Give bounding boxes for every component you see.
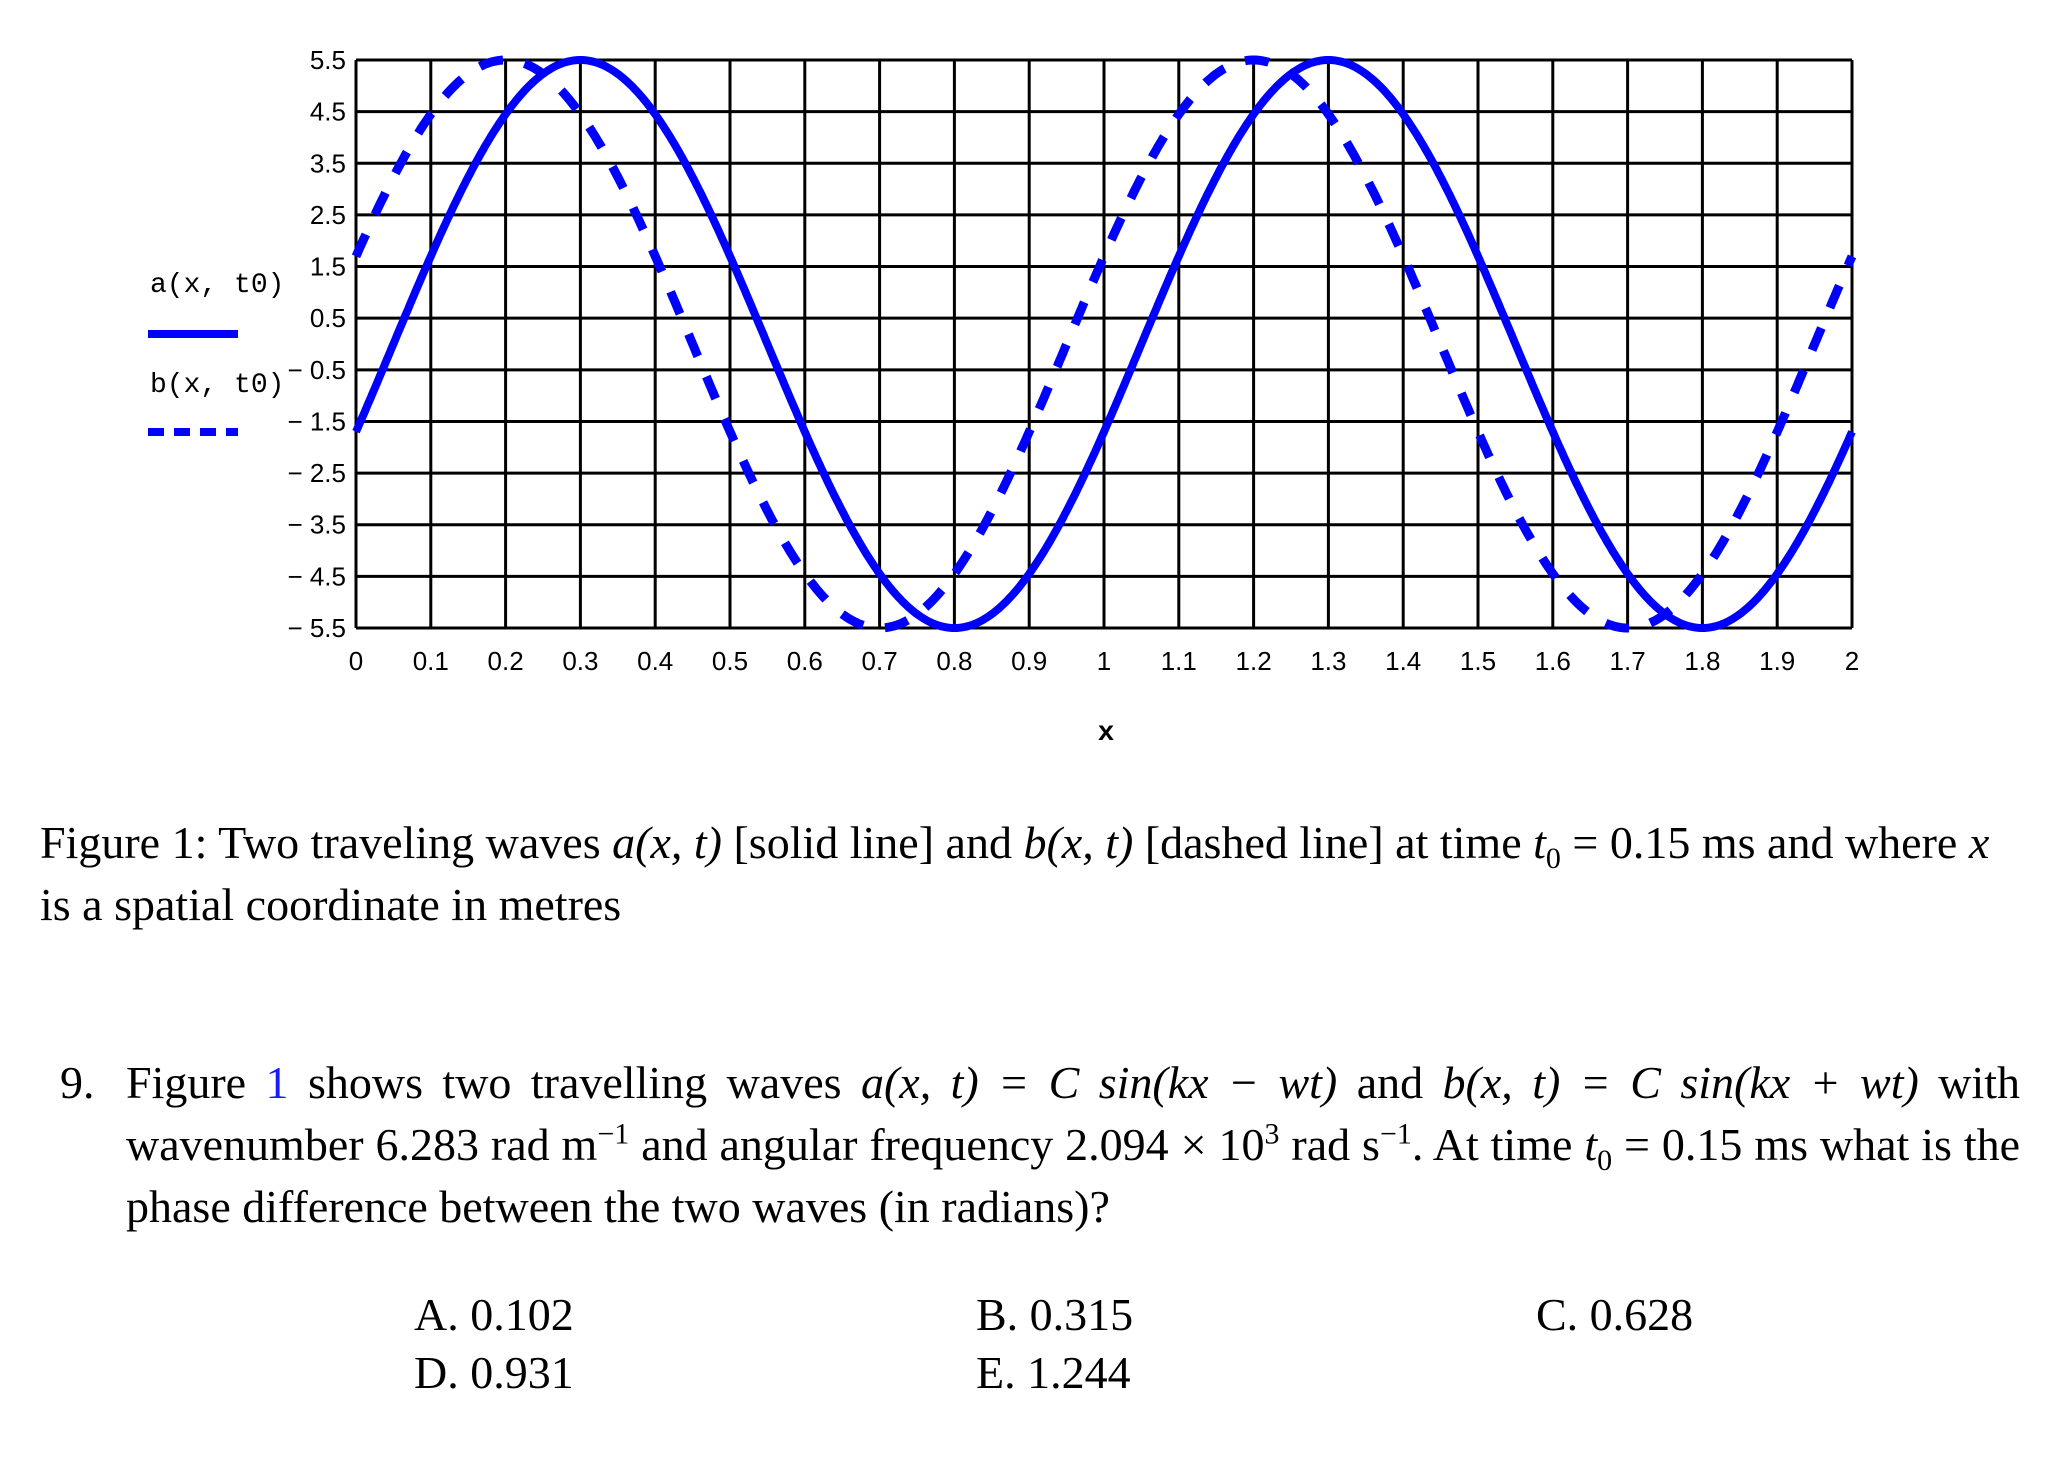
x-tick-label: 0.7 — [862, 646, 898, 676]
question-t-symbol: t — [1584, 1119, 1598, 1170]
x-tick-label: 0.6 — [787, 646, 823, 676]
y-tick-label: − 5.5 — [287, 613, 346, 643]
y-tick-label: 4.5 — [310, 97, 346, 127]
y-tick-label: − 4.5 — [287, 561, 346, 591]
caption-text-2: [solid line] and — [733, 817, 1012, 868]
y-tick-label: − 0.5 — [287, 355, 346, 385]
x-tick-label: 1.9 — [1759, 646, 1795, 676]
question-text-7: . At time — [1411, 1119, 1573, 1170]
caption-t-symbol: t — [1533, 817, 1546, 868]
question-text-6: rad s — [1291, 1119, 1380, 1170]
wave-chart: 5.5 4.5 3.5 2.5 1.5 0.5 − 0.5 − 1.5 − 2.5 − 3.5 − … — [148, 45, 1859, 749]
question-text-1: Figure — [126, 1057, 247, 1108]
y-tick-labels: 5.5 4.5 3.5 2.5 1.5 0.5 − 0.5 − 1.5 − 2.5 − 3.5 − … — [287, 45, 346, 643]
question-text-8: = 0.15 ms what is the phase difference b… — [126, 1119, 2021, 1232]
y-tick-label: − 3.5 — [287, 510, 346, 540]
option-e[interactable]: E. 1.244 — [976, 1347, 1131, 1398]
y-tick-label: 5.5 — [310, 45, 346, 75]
question-body: Figure 1 shows two travelling waves a(x,… — [126, 1052, 2020, 1238]
figure-caption: Figure 1: Two traveling waves a(x, t) [s… — [40, 812, 2020, 936]
chart-curves — [351, 55, 1857, 633]
x-tick-label: 2 — [1845, 646, 1859, 676]
x-tick-label: 1.1 — [1161, 646, 1197, 676]
caption-label: Figure 1: — [40, 817, 208, 868]
x-axis-label: x — [1098, 718, 1115, 749]
option-c[interactable]: C. 0.628 — [1536, 1289, 1694, 1340]
equation-a: a(x, t) = C sin(kx − wt) — [860, 1057, 1338, 1108]
caption-text-5: is a spatial coordinate in metres — [40, 879, 622, 930]
legend-label-a: a(x, t0) — [150, 270, 284, 301]
frequency-exponent: 3 — [1264, 1117, 1280, 1151]
x-tick-label: 1.3 — [1310, 646, 1346, 676]
caption-text-1: Two traveling waves — [218, 817, 601, 868]
y-tick-label: 3.5 — [310, 148, 346, 178]
x-tick-label: 0 — [349, 646, 363, 676]
x-tick-label: 0.2 — [488, 646, 524, 676]
question-text-5: and angular frequency 2.094 × 10 — [641, 1119, 1265, 1170]
series-a-solid-line — [352, 56, 1856, 632]
x-tick-label: 1.4 — [1385, 646, 1421, 676]
question-t-subscript: 0 — [1597, 1144, 1613, 1178]
y-tick-label: − 2.5 — [287, 458, 346, 488]
caption-text-3: [dashed line] at time — [1144, 817, 1522, 868]
x-tick-label: 0.8 — [936, 646, 972, 676]
x-tick-label: 1.5 — [1460, 646, 1496, 676]
caption-b-symbol: b(x, t) — [1023, 817, 1134, 868]
equation-b: b(x, t) = C sin(kx + wt) — [1442, 1057, 1919, 1108]
question-text-2: shows two travelling waves — [307, 1057, 842, 1108]
x-tick-label: 0.5 — [712, 646, 748, 676]
option-d[interactable]: D. 0.931 — [414, 1347, 574, 1398]
x-tick-label: 0.9 — [1011, 646, 1047, 676]
x-tick-label: 1.7 — [1610, 646, 1646, 676]
question-text-3: and — [1356, 1057, 1424, 1108]
caption-a-symbol: a(x, t) — [612, 817, 722, 868]
x-tick-label: 1.6 — [1535, 646, 1571, 676]
x-tick-label: 0.4 — [637, 646, 673, 676]
question-9: 9. Figure 1 shows two travelling waves a… — [60, 1052, 2020, 1238]
option-a[interactable]: A. 0.102 — [414, 1289, 574, 1340]
chart-legend: a(x, t0) b(x, t0) — [148, 270, 284, 436]
x-tick-label: 0.1 — [413, 646, 449, 676]
y-tick-label: − 1.5 — [287, 406, 346, 436]
legend-label-b: b(x, t0) — [150, 370, 284, 401]
y-tick-label: 0.5 — [310, 303, 346, 333]
caption-text-4: = 0.15 ms and where — [1572, 817, 1958, 868]
x-tick-labels: 0 0.1 0.2 0.3 0.4 0.5 0.6 0.7 0.8 0.9 1 1.1 1.2 1.3 1.… — [349, 646, 1859, 676]
x-tick-label: 1.2 — [1236, 646, 1272, 676]
question-text-4: with wavenumber 6.283 rad m — [126, 1057, 2021, 1170]
caption-x-symbol: x — [1968, 817, 1990, 868]
x-tick-label: 0.3 — [562, 646, 598, 676]
figure-reference-link[interactable]: 1 — [265, 1057, 289, 1108]
y-tick-label: 1.5 — [310, 252, 346, 282]
caption-t-subscript: 0 — [1545, 842, 1561, 876]
x-tick-label: 1.8 — [1684, 646, 1720, 676]
option-b[interactable]: B. 0.315 — [976, 1289, 1134, 1340]
x-tick-label: 1 — [1097, 646, 1111, 676]
frequency-unit-exponent: −1 — [1379, 1117, 1412, 1151]
wavenumber-exponent: −1 — [597, 1117, 630, 1151]
question-number: 9. — [60, 1057, 95, 1108]
chart-grid — [354, 58, 1854, 630]
y-tick-label: 2.5 — [310, 200, 346, 230]
